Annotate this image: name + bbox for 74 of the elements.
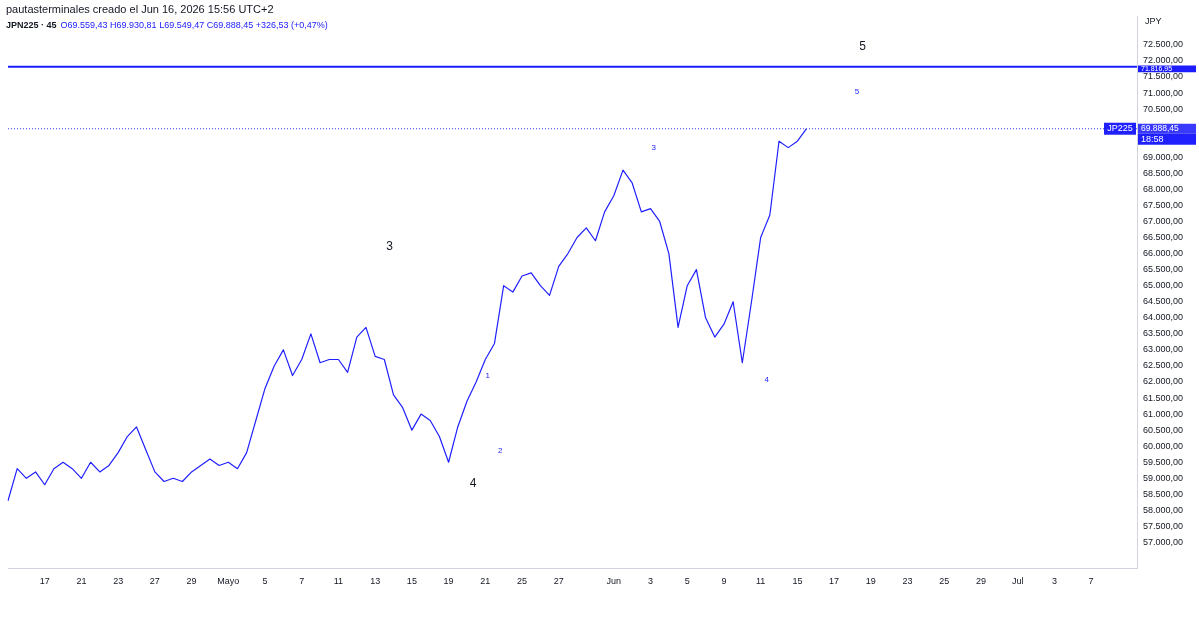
x-tick-label: 21: [76, 576, 87, 587]
y-tick-label: 57.500,00: [1143, 520, 1184, 531]
x-tick-label: 15: [792, 576, 803, 587]
x-tick-label: Jul: [1011, 576, 1024, 587]
annotation: 4: [469, 476, 477, 491]
y-tick-label: 71.500,00: [1143, 71, 1184, 82]
annotation: 3: [386, 238, 394, 253]
x-tick-label: 5: [262, 576, 268, 587]
y-tick-label: 63.000,00: [1143, 344, 1184, 355]
x-tick-label: 25: [939, 576, 950, 587]
y-tick-label: 66.500,00: [1143, 232, 1184, 243]
y-tick-label: 63.500,00: [1143, 328, 1184, 339]
y-tick-label: 70.500,00: [1143, 103, 1184, 114]
annotation: 2: [498, 445, 504, 455]
x-tick-label: 21: [480, 576, 491, 587]
annotation: 1: [485, 371, 491, 381]
y-tick-label: 61.500,00: [1143, 392, 1184, 403]
y-tick-label: 60.000,00: [1143, 440, 1184, 451]
x-tick-label: 5: [684, 576, 690, 587]
x-tick-label: Mayo: [217, 576, 240, 587]
annotation: 5: [859, 38, 867, 53]
x-tick-label: 3: [648, 576, 654, 587]
x-tick-label: 17: [829, 576, 840, 587]
annotation: 5: [854, 87, 860, 97]
x-tick-label: 23: [902, 576, 913, 587]
y-tick-label: 69.000,00: [1143, 151, 1184, 162]
x-tick-label: 27: [149, 576, 160, 587]
chart-title: JPN225 · 45: [6, 20, 57, 30]
y-tick-label: 68.000,00: [1143, 183, 1184, 194]
x-tick-label: 17: [39, 576, 50, 587]
x-tick-label: 19: [865, 576, 876, 587]
x-tick-label: 7: [1088, 576, 1094, 587]
chart-subtitle: O69.559,43 H69.930,81 L69.549,47 C69.888,45 +326,53 (+0,47%): [60, 20, 328, 30]
y-tick-label: 65.500,00: [1143, 264, 1184, 275]
x-tick-label: 29: [186, 576, 197, 587]
y-tick-label: 62.500,00: [1143, 360, 1184, 371]
y-tick-label: 67.500,00: [1143, 199, 1184, 210]
y-axis-title: JPY: [1145, 16, 1162, 26]
y-tick-label: 57.000,00: [1143, 537, 1184, 547]
annotation: 4: [764, 374, 770, 384]
x-tick-label: 23: [113, 576, 124, 587]
y-tick-label: 67.000,00: [1143, 215, 1184, 226]
y-tick-label: 58.000,00: [1143, 504, 1184, 515]
x-tick-label: 15: [406, 576, 417, 587]
x-tick-label: Jun: [606, 576, 622, 587]
x-tick-label: 29: [975, 576, 986, 587]
y-tick-label: 72.000,00: [1143, 55, 1184, 66]
y-tick-label: 60.500,00: [1143, 424, 1184, 435]
y-tick-label: 68.500,00: [1143, 167, 1184, 178]
y-tick-label: 65.000,00: [1143, 280, 1184, 291]
x-tick-label: 3: [1051, 576, 1057, 587]
y-tick-label: 64.500,00: [1143, 296, 1184, 307]
y-tick-label: 58.500,00: [1143, 488, 1184, 499]
x-tick-label: 27: [553, 576, 564, 587]
y-tick-label: 62.000,00: [1143, 376, 1184, 387]
y-tick-label: 64.000,00: [1143, 312, 1184, 323]
annotation: 3: [651, 142, 657, 152]
x-tick-label: 9: [721, 576, 727, 587]
x-tick-label: 25: [517, 576, 528, 587]
x-tick-label: 11: [755, 576, 766, 587]
text: pautasterminales creado el Jun 16, 2026 15:56 UTC+2: [6, 3, 274, 15]
x-tick-label: 7: [299, 576, 305, 587]
text: 18:58: [1141, 133, 1164, 144]
y-tick-label: 71.000,00: [1143, 87, 1184, 98]
y-tick-label: 72.500,00: [1143, 39, 1184, 50]
x-tick-label: 13: [370, 576, 381, 587]
y-tick-label: 59.500,00: [1143, 456, 1184, 467]
ref-line-label: 69.888,45: [1141, 123, 1180, 134]
y-tick-label: 66.000,00: [1143, 248, 1184, 259]
x-tick-label: 11: [333, 576, 344, 587]
annotation: JP225: [1107, 123, 1133, 134]
y-tick-label: 61.000,00: [1143, 408, 1184, 419]
x-tick-label: 19: [443, 576, 454, 587]
y-tick-label: 59.000,00: [1143, 472, 1184, 483]
